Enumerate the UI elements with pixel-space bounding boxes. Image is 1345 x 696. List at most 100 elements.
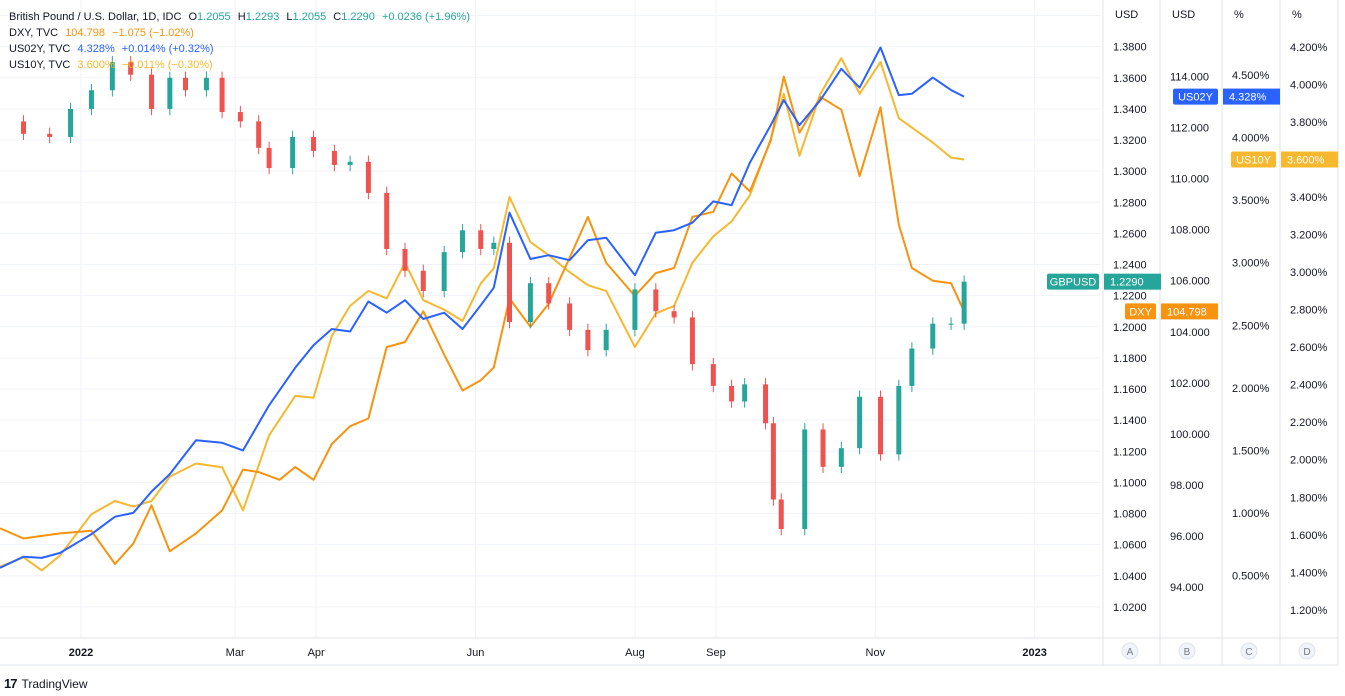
gbpusd-tag-text: GBPUSD [1050,277,1097,289]
gbpusd-candle[interactable] [710,364,716,386]
dxy-line[interactable] [0,75,966,565]
gbpusd-candle[interactable] [402,248,408,271]
price-axis-C-tick: 2.500% [1232,320,1270,332]
gbpusd-candle[interactable] [567,303,573,330]
gbpusd-candle[interactable] [838,448,844,467]
gbpusd-candle[interactable] [149,74,155,109]
price-axis-D-tick: 1.600% [1290,530,1328,542]
price-axis-C-button[interactable] [1240,642,1258,660]
gbpusd-tag[interactable] [1047,273,1099,290]
us10y-line[interactable] [0,57,965,572]
gbpusd-candle[interactable] [128,62,134,75]
gbpusd-candle[interactable] [203,77,209,91]
gbpusd-candle[interactable] [459,230,465,253]
gbpusd-candle[interactable] [88,90,94,109]
time-axis-label: Aug [625,647,645,659]
gbpusd-candle[interactable] [266,147,272,169]
price-axis-A-tick: 1.2200 [1113,291,1147,303]
gbpusd-candle[interactable] [763,384,769,424]
price-axis-D-tick: 1.800% [1290,492,1328,504]
gbpusd-candle[interactable] [478,230,484,249]
us02y-tag[interactable] [1173,88,1218,105]
price-axis-A-tick: 1.2400 [1113,260,1147,272]
gbpusd-candle[interactable] [47,133,53,137]
price-axis-D-tick: 1.200% [1290,605,1328,617]
price-axis-A-tick: 1.2800 [1113,197,1147,209]
gbpusd-candle[interactable] [729,385,735,402]
gbpusd-candle[interactable] [167,77,173,109]
gbpusd-candle[interactable] [930,323,936,349]
legend-close-value: 1.2290 [341,11,375,23]
dxy-tag[interactable] [1125,303,1156,320]
gbpusd-candle[interactable] [256,121,262,148]
gbpusd-candle[interactable] [632,289,638,330]
gbpusd-candle[interactable] [671,311,677,318]
price-axis-D-tick: 4.000% [1290,79,1328,91]
legend-h-label: H [237,11,246,23]
gbpusd-candle[interactable] [219,77,225,113]
gbpusd-candle[interactable] [802,429,808,530]
time-axis-label: Jun [467,647,485,659]
gbpusd-candle[interactable] [441,252,447,291]
price-axis-A-button-label: A [1127,647,1134,658]
price-axis-A-tick: 1.3000 [1113,166,1147,178]
us02y-line[interactable] [0,46,965,569]
legend-us10y-name: US10Y, TVC [9,59,71,71]
price-axis-B-tick: 106.000 [1170,276,1210,288]
gbpusd-candle[interactable] [653,289,659,312]
gbpusd-candle[interactable] [689,317,695,365]
gbpusd-candle[interactable] [237,112,243,122]
price-axis-A-tick: 1.3800 [1113,42,1147,54]
gbpusd-candle[interactable] [948,323,954,325]
gbpusd-candle[interactable] [347,161,353,165]
gbpusd-candle[interactable] [742,384,748,402]
gbpusd-candle[interactable] [857,396,863,449]
price-axis-B-tick: 96.000 [1170,531,1204,543]
gbpusd-candle[interactable] [491,242,497,249]
gbpusd-candle[interactable] [68,108,74,137]
gbpusd-candle[interactable] [183,77,189,91]
gbpusd-candle[interactable] [820,429,826,467]
legend-row-us02y[interactable]: US02Y, TVC 4.328% +0.014% (+0.32%) [9,41,474,57]
gbpusd-candle[interactable] [21,121,27,134]
gbpusd-candle[interactable] [961,281,967,324]
gbpusd-candle[interactable] [878,396,884,455]
price-axis-D-button[interactable] [1298,642,1316,660]
gbpusd-candle[interactable] [527,283,533,323]
price-axis-D-tick: 3.000% [1290,267,1328,279]
legend-o-label: O [188,11,198,23]
gbpusd-candle[interactable] [311,136,317,151]
legend-row-us10y[interactable]: US10Y, TVC 3.600% −0.011% (−0.30%) [9,57,474,73]
us10y-price-box [1281,151,1338,168]
legend-us02y-change: +0.014% (+0.32%) [121,43,214,55]
gbpusd-candle[interactable] [420,270,426,291]
price-axis-A-tick: 1.1200 [1113,446,1147,458]
price-axis-D-tick: 2.000% [1290,455,1328,467]
price-axis-B-button[interactable] [1178,642,1196,660]
gbpusd-candle[interactable] [384,192,390,249]
gbpusd-candle[interactable] [778,499,784,530]
gbpusd-candle[interactable] [603,329,609,351]
gbpusd-candle[interactable] [546,283,552,304]
gbpusd-candle[interactable] [290,136,296,169]
legend-row-gbpusd[interactable]: British Pound / U.S. Dollar, 1D, IDC O1.… [9,9,474,25]
us10y-tag[interactable] [1231,151,1276,168]
chart-legend: British Pound / U.S. Dollar, 1D, IDC O1.… [9,9,474,73]
gbpusd-candle[interactable] [909,348,915,386]
legend-row-dxy[interactable]: DXY, TVC 104.798 −1.075 (−1.02%) [9,25,474,41]
gbpusd-candle[interactable] [365,161,371,193]
legend-gbpusd-change: +0.0236 (+1.96%) [381,11,471,23]
gbpusd-candle[interactable] [585,329,591,351]
price-axis-B-tick: 108.000 [1170,225,1210,237]
price-axis-A-button[interactable] [1121,642,1139,660]
price-axis-B-tick: 100.000 [1170,429,1210,441]
legend-c-label: C [333,11,342,23]
gbpusd-candle[interactable] [507,242,513,323]
gbpusd-candle[interactable] [109,62,115,91]
gbpusd-candle[interactable] [896,385,902,455]
gbpusd-candle[interactable] [331,150,337,165]
tradingview-logo[interactable]: 17 TradingView [4,676,88,691]
legend-dxy-name: DXY, TVC [9,27,59,39]
gbpusd-candle[interactable] [770,423,776,500]
